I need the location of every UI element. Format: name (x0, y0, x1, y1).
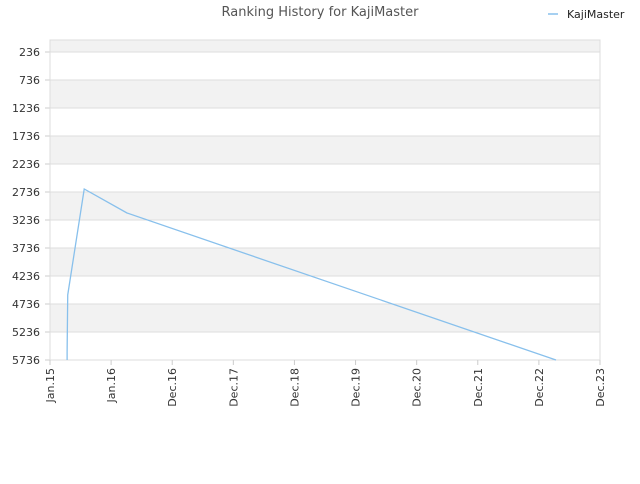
grid-band (50, 247, 600, 276)
x-tick-label: Dec.23 (594, 368, 607, 407)
x-tick-label: Dec.18 (288, 368, 301, 407)
grid-band (50, 79, 600, 108)
y-tick-label: 3736 (12, 242, 40, 255)
y-tick-label: 736 (19, 74, 40, 87)
y-tick-label: 5236 (12, 326, 40, 339)
grid-band (50, 40, 600, 52)
x-tick-label: Dec.19 (350, 368, 363, 407)
y-tick-label: 3236 (12, 214, 40, 227)
y-tick-label: 4736 (12, 298, 40, 311)
x-tick-label: Dec.21 (472, 368, 485, 407)
plot-border (49, 39, 601, 361)
chart-title: Ranking History for KajiMaster (222, 5, 420, 20)
x-tick-label: Dec.17 (227, 368, 240, 407)
x-tick-label: Jan.16 (105, 368, 118, 403)
y-tick-label: 1236 (12, 102, 40, 115)
y-tick-label: 5736 (12, 354, 40, 367)
grid-band (50, 303, 600, 332)
grid-band (50, 191, 600, 220)
y-tick-label: 1736 (12, 130, 40, 143)
y-tick-label: 2736 (12, 186, 40, 199)
y-tick-label: 2236 (12, 158, 40, 171)
x-tick-label: Dec.20 (411, 368, 424, 407)
line (66, 187, 557, 361)
x-tick-label: Dec.16 (166, 368, 179, 407)
y-tick-label: 236 (19, 46, 40, 59)
y-tick-label: 4236 (12, 270, 40, 283)
x-tick-label: Dec.22 (533, 368, 546, 407)
x-tick-label: Jan.15 (44, 368, 57, 403)
legend-label: KajiMaster (567, 8, 625, 21)
grid-band (50, 135, 600, 164)
